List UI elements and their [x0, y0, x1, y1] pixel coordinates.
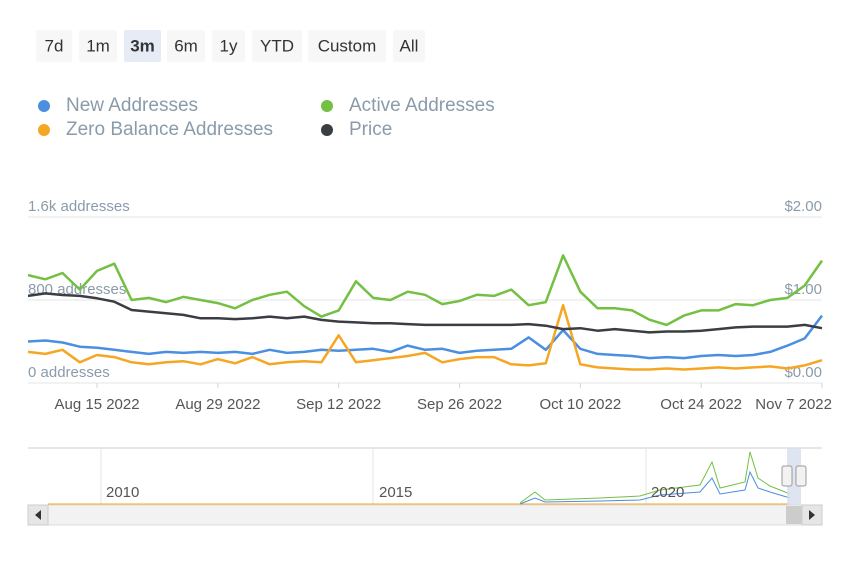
range-button-label: All: [400, 36, 419, 55]
legend-marker[interactable]: [321, 100, 333, 112]
series-line: [27, 254, 824, 327]
legend-marker[interactable]: [38, 100, 50, 112]
navigator-label: 2010: [106, 484, 139, 501]
navigator-label: 2020: [651, 484, 684, 501]
range-button-label: 1y: [220, 36, 238, 55]
navigator-line: [519, 451, 791, 504]
legend-label[interactable]: Price: [349, 119, 392, 140]
range-button-label: 1m: [86, 36, 110, 55]
legend-label[interactable]: Active Addresses: [349, 95, 495, 116]
scrollbar: [27, 504, 823, 526]
x-tick-label: Oct 24 2022: [660, 396, 742, 413]
x-tick-label: Nov 7 2022: [755, 396, 832, 413]
range-button-label: 7d: [45, 36, 64, 55]
x-tick-label: Oct 10 2022: [539, 396, 621, 413]
arrow-left: [35, 510, 41, 520]
legend-marker[interactable]: [321, 124, 333, 136]
navigator-handle[interactable]: [781, 465, 793, 487]
series-line: [27, 314, 823, 360]
x-tick-label: Aug 29 2022: [175, 396, 260, 413]
x-tick-label: Sep 12 2022: [296, 396, 381, 413]
x-tick-label: Sep 26 2022: [417, 396, 502, 413]
navigator-line: [519, 470, 791, 505]
range-button-label: 3m: [130, 36, 155, 55]
range-button-label: YTD: [260, 36, 294, 55]
range-button[interactable]: [308, 30, 386, 62]
range-button-label: 6m: [174, 36, 198, 55]
y-tick-label: 1.6k addresses: [28, 198, 130, 215]
series-line: [27, 303, 823, 371]
legend-marker[interactable]: [38, 124, 50, 136]
navigator-handle[interactable]: [795, 465, 807, 487]
y-tick-label: 0 addresses: [28, 364, 110, 381]
navigator-selection[interactable]: [787, 448, 801, 505]
arrow-right: [809, 510, 815, 520]
range-button[interactable]: [252, 30, 302, 62]
range-button-label: Custom: [318, 36, 377, 55]
y2-tick-label: $2.00: [784, 198, 822, 215]
range-button[interactable]: [124, 30, 161, 62]
navigator-label: 2015: [379, 484, 412, 501]
series-line: [27, 292, 823, 334]
x-tick-label: Aug 15 2022: [55, 396, 140, 413]
range-button[interactable]: [212, 30, 245, 62]
range-button[interactable]: [393, 30, 425, 62]
range-button[interactable]: [79, 30, 117, 62]
range-button[interactable]: [36, 30, 72, 62]
legend-label[interactable]: Zero Balance Addresses: [66, 119, 273, 140]
range-button[interactable]: [167, 30, 205, 62]
scroll-thumb[interactable]: [786, 506, 802, 524]
navigator: [28, 448, 822, 505]
legend-label[interactable]: New Addresses: [66, 95, 198, 116]
